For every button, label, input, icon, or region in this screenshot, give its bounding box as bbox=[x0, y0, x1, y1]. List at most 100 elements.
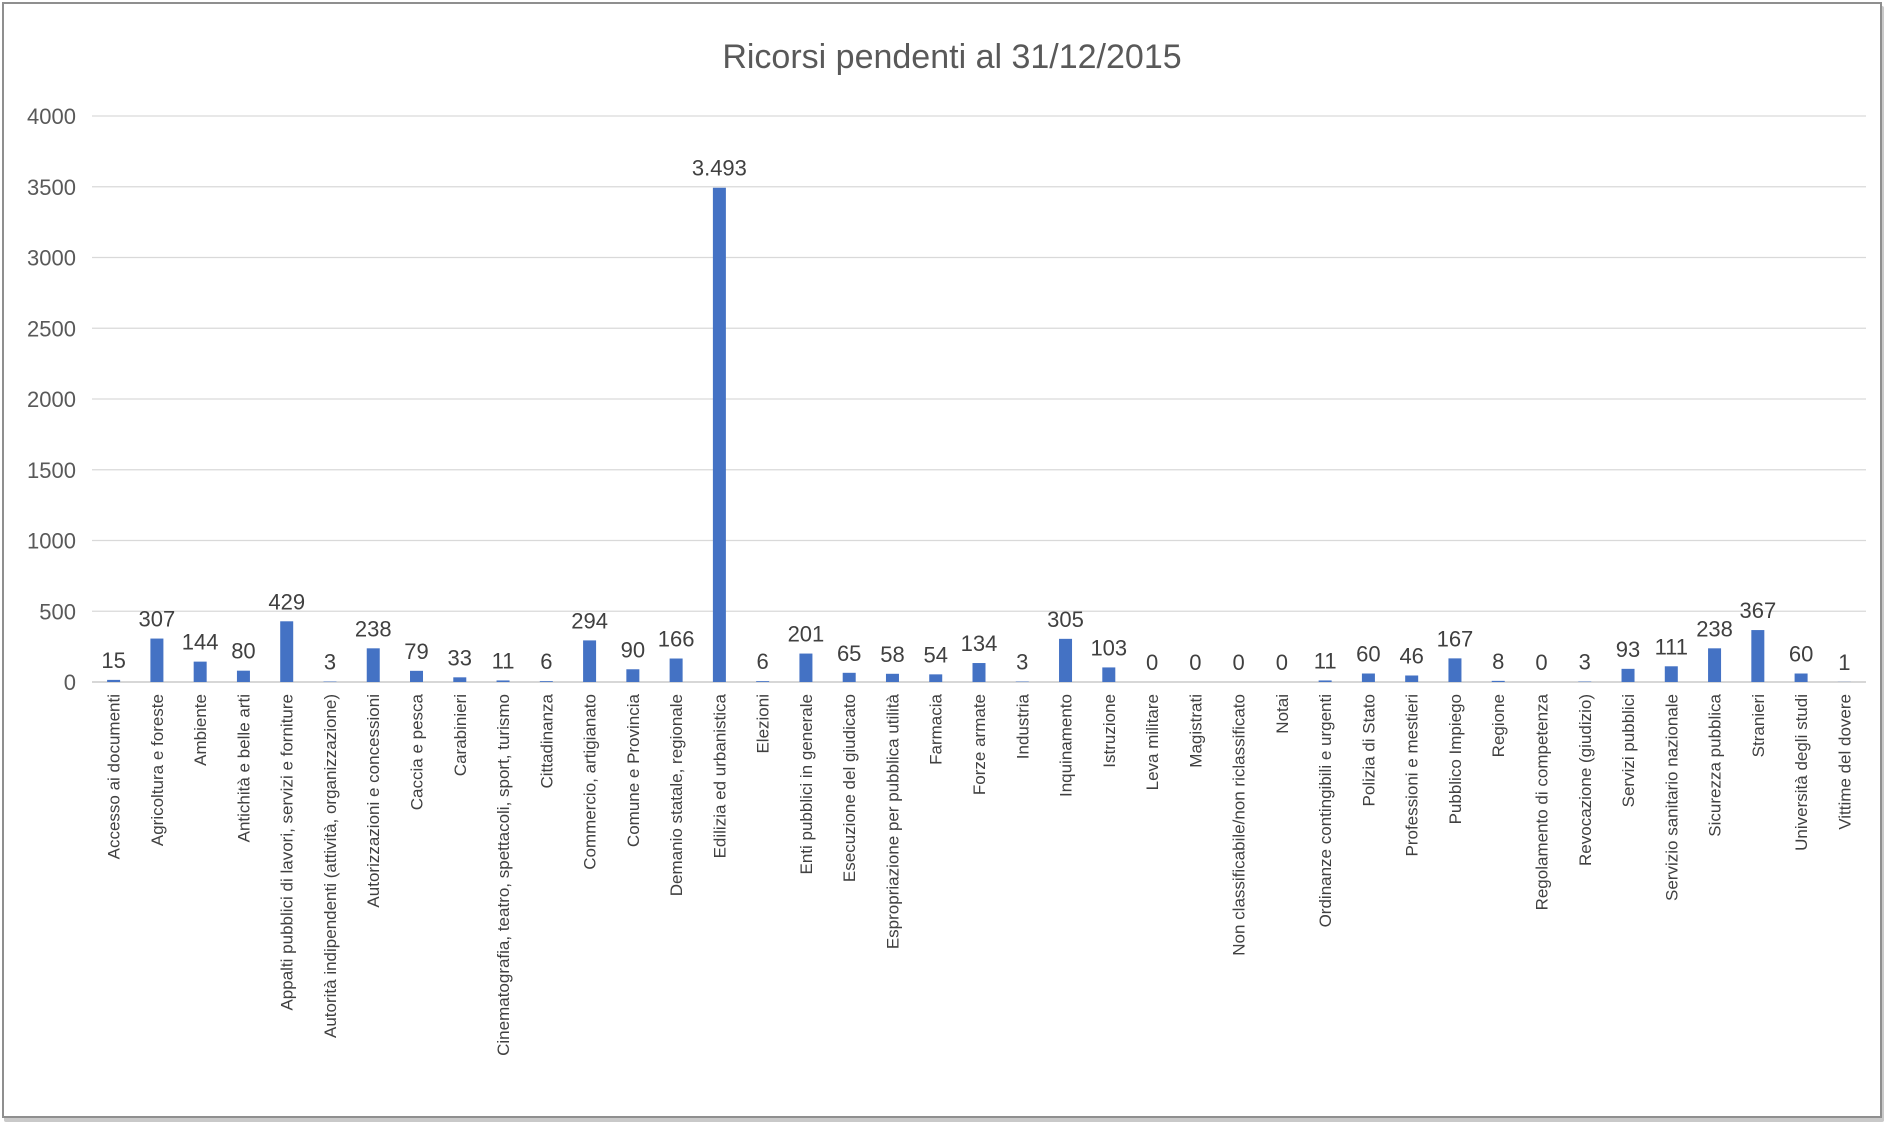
data-label: 90 bbox=[621, 637, 645, 662]
bar bbox=[1318, 680, 1332, 682]
x-category-label: Autorità indipendenti (attività, organiz… bbox=[321, 694, 340, 1038]
bar bbox=[669, 658, 683, 682]
bar bbox=[583, 640, 597, 682]
data-label: 79 bbox=[404, 639, 428, 664]
bar bbox=[1708, 648, 1722, 682]
y-tick-label: 1500 bbox=[27, 458, 76, 483]
data-label: 0 bbox=[1189, 650, 1201, 675]
x-category-label: Inquinamento bbox=[1057, 694, 1076, 797]
x-category-label: Cittadinanza bbox=[537, 693, 556, 788]
x-category-label: Istruzione bbox=[1100, 694, 1119, 768]
x-category-label: Regione bbox=[1489, 694, 1508, 757]
x-category-label: Servizi pubblici bbox=[1619, 694, 1638, 807]
bar bbox=[1491, 680, 1505, 682]
data-label: 134 bbox=[961, 631, 998, 656]
data-label: 0 bbox=[1232, 650, 1244, 675]
x-category-label: Ambiente bbox=[191, 694, 210, 766]
data-label: 367 bbox=[1739, 598, 1776, 623]
x-category-label: Carabinieri bbox=[451, 694, 470, 776]
x-category-label: Stranieri bbox=[1749, 694, 1768, 757]
data-label: 3.493 bbox=[692, 156, 747, 181]
x-category-label: Appalti pubblici di lavori, servizi e fo… bbox=[278, 694, 297, 1011]
x-category-label: Caccia e pesca bbox=[408, 693, 427, 810]
bar bbox=[107, 679, 121, 682]
x-category-label: Università degli studi bbox=[1792, 694, 1811, 851]
bar bbox=[756, 681, 770, 682]
gridlines bbox=[92, 115, 1866, 683]
data-label: 80 bbox=[231, 639, 255, 664]
x-category-label: Ordinanze contingibili e urgenti bbox=[1316, 694, 1335, 927]
data-label: 201 bbox=[788, 622, 825, 647]
y-tick-label: 4000 bbox=[27, 104, 76, 129]
y-tick-label: 2000 bbox=[27, 387, 76, 412]
data-label: 54 bbox=[923, 642, 947, 667]
bar bbox=[1664, 666, 1678, 682]
bar bbox=[1621, 668, 1635, 682]
bar bbox=[1361, 673, 1375, 682]
x-category-label: Agricoltura e foreste bbox=[148, 694, 167, 846]
data-label: 58 bbox=[880, 642, 904, 667]
x-category-label: Antichità e belle arti bbox=[234, 694, 253, 842]
data-label: 6 bbox=[757, 649, 769, 674]
bar bbox=[626, 669, 640, 682]
x-axis-labels: Accesso ai documenti Agricoltura e forest… bbox=[105, 693, 1855, 1055]
data-label: 0 bbox=[1146, 650, 1158, 675]
bar bbox=[1751, 630, 1765, 682]
data-label: 111 bbox=[1655, 634, 1688, 659]
data-label: 0 bbox=[1276, 650, 1288, 675]
data-label: 166 bbox=[658, 627, 695, 652]
x-category-label: Forze armate bbox=[970, 694, 989, 795]
data-label: 238 bbox=[355, 616, 392, 641]
data-label: 60 bbox=[1789, 642, 1813, 667]
data-label: 65 bbox=[837, 641, 861, 666]
bar bbox=[712, 187, 726, 683]
x-category-label: Industria bbox=[1013, 693, 1032, 759]
x-category-label: Professioni e mestieri bbox=[1403, 694, 1422, 857]
bar bbox=[236, 670, 250, 682]
x-category-label: Commercio, artigianato bbox=[581, 694, 600, 870]
bar bbox=[1059, 638, 1073, 682]
data-label: 294 bbox=[571, 608, 608, 633]
data-label: 11 bbox=[1314, 648, 1337, 673]
y-tick-label: 0 bbox=[64, 670, 76, 695]
x-category-label: Elezioni bbox=[754, 694, 773, 754]
data-label: 46 bbox=[1399, 643, 1423, 668]
data-label: 11 bbox=[492, 648, 515, 673]
data-label: 0 bbox=[1535, 650, 1547, 675]
data-label: 3 bbox=[1579, 650, 1591, 675]
data-label: 144 bbox=[182, 630, 219, 655]
x-category-label: Cinematografia, teatro, spettacoli, spor… bbox=[494, 694, 513, 1056]
data-label: 3 bbox=[324, 650, 336, 675]
bar bbox=[1102, 667, 1116, 682]
bar bbox=[496, 680, 510, 682]
bar bbox=[842, 672, 856, 682]
x-category-label: Revocazione (giudizio) bbox=[1576, 694, 1595, 866]
bar bbox=[1448, 658, 1462, 682]
x-category-label: Edilizia ed urbanistica bbox=[710, 693, 729, 858]
bar bbox=[929, 674, 943, 682]
x-category-label: Polizia di Stato bbox=[1359, 694, 1378, 806]
bar bbox=[885, 673, 899, 682]
x-category-label: Leva militare bbox=[1143, 694, 1162, 790]
bar bbox=[410, 670, 424, 682]
data-label: 1 bbox=[1838, 650, 1850, 675]
data-label: 167 bbox=[1437, 626, 1474, 651]
data-label: 60 bbox=[1356, 642, 1380, 667]
bar bbox=[539, 681, 553, 682]
data-label: 6 bbox=[540, 649, 552, 674]
x-category-label: Pubblico Impiego bbox=[1446, 694, 1465, 824]
x-category-label: Magistrati bbox=[1186, 694, 1205, 768]
x-category-label: Autorizzazioni e concessioni bbox=[364, 694, 383, 908]
x-category-label: Notai bbox=[1273, 694, 1292, 734]
data-label: 15 bbox=[101, 648, 125, 673]
bar bbox=[280, 621, 294, 682]
y-axis-ticks: 0 500 1000 1500 2000 2500 3000 3500 4000 bbox=[27, 104, 76, 695]
data-label: 3 bbox=[1016, 650, 1028, 675]
chart-title: Ricorsi pendenti al 31/12/2015 bbox=[722, 38, 1181, 76]
y-tick-label: 500 bbox=[39, 599, 76, 624]
y-tick-label: 3500 bbox=[27, 175, 76, 200]
data-label: 93 bbox=[1616, 637, 1640, 662]
